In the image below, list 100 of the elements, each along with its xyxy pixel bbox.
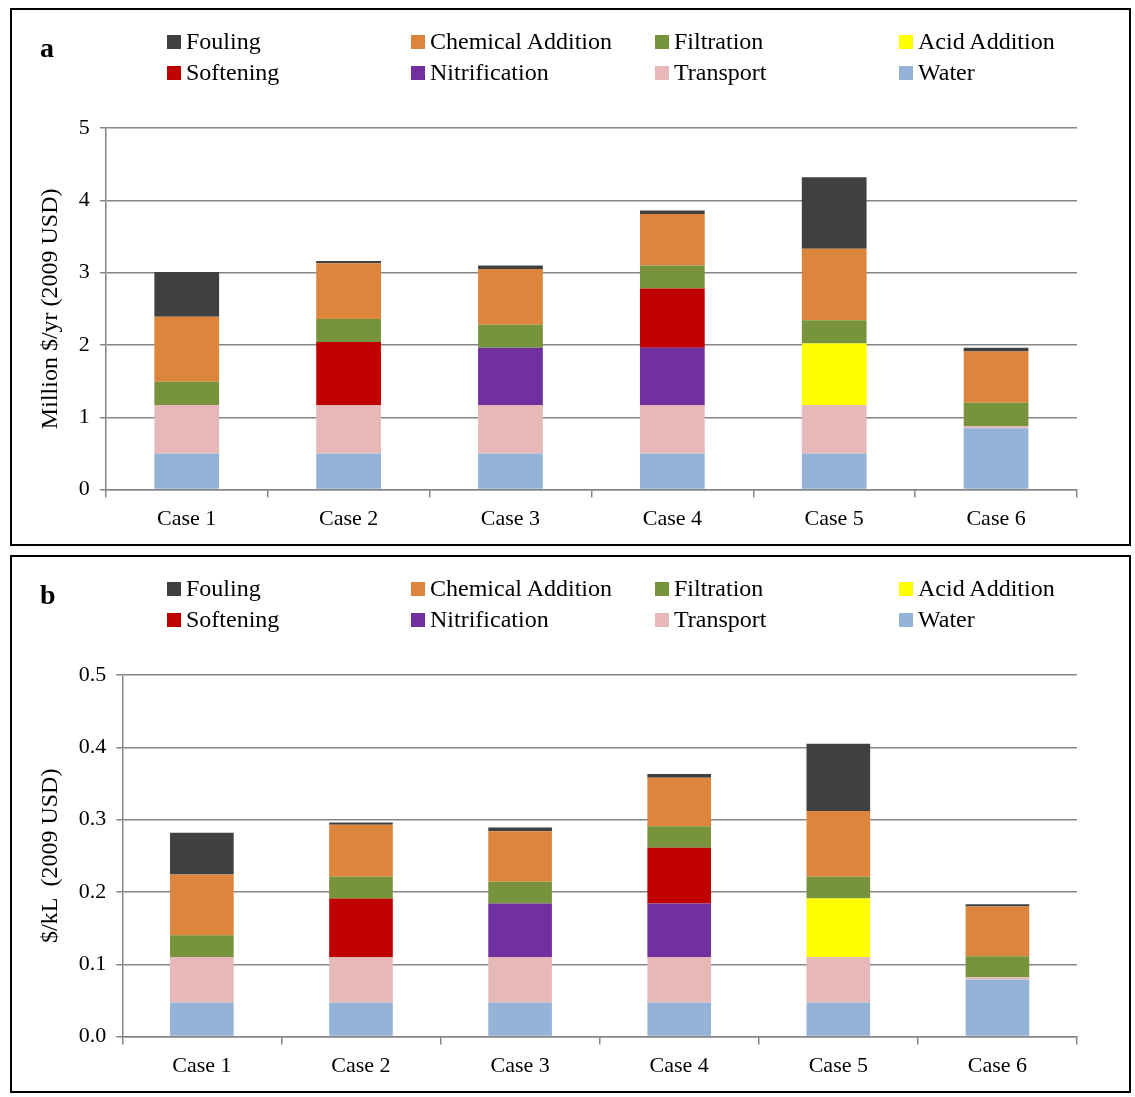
x-tick-label: Case 4	[642, 504, 702, 530]
legend-label: Chemical Addition	[430, 575, 612, 602]
bar	[647, 957, 712, 1003]
bar	[329, 822, 393, 825]
bar	[488, 957, 552, 1003]
x-tick-label: Case 2	[318, 504, 379, 530]
bar	[639, 265, 705, 289]
legend-label: Acid Addition	[918, 575, 1055, 602]
y-tick-label: 0	[78, 475, 90, 501]
x-tick-label: Case 6	[966, 504, 1026, 530]
legend-label: Nitrification	[430, 606, 549, 633]
bar	[488, 903, 552, 958]
bar	[963, 402, 1029, 426]
bar	[478, 404, 543, 454]
bar	[154, 381, 220, 405]
legend-label: Transport	[674, 606, 767, 633]
bar	[170, 874, 234, 936]
bar	[806, 1002, 871, 1036]
y-tick-label: 0.4	[78, 733, 107, 759]
bar	[329, 824, 393, 877]
bar	[154, 453, 220, 489]
bar	[801, 177, 867, 249]
legend-label: Softening	[186, 59, 280, 86]
bar	[647, 847, 712, 904]
x-tick-label: Case 2	[331, 1051, 391, 1077]
y-tick-label: 1	[78, 403, 90, 429]
legend-label: Softening	[186, 606, 280, 633]
bar	[639, 210, 705, 215]
legend-label: Water	[918, 606, 975, 633]
bar	[639, 404, 705, 454]
bar	[154, 316, 220, 382]
bar	[478, 453, 543, 489]
x-tick-label: Case 4	[649, 1051, 709, 1077]
bar	[154, 404, 220, 454]
chart-title: b	[40, 579, 56, 611]
legend-label: Transport	[674, 59, 767, 86]
legend-label: Filtration	[674, 28, 764, 55]
x-tick-label: Case 5	[804, 504, 864, 530]
bar	[639, 347, 705, 405]
y-tick-label: 2	[78, 330, 90, 356]
bar	[806, 810, 871, 877]
bar	[488, 1002, 552, 1036]
bar	[965, 979, 1030, 1036]
x-tick-label: Case 1	[157, 504, 217, 530]
bar	[329, 876, 393, 899]
legend-label: Water	[918, 59, 975, 86]
bar	[639, 288, 705, 348]
bar	[806, 743, 871, 811]
bar	[965, 906, 1030, 957]
bar	[963, 428, 1029, 489]
chart-title: a	[40, 32, 54, 64]
bar	[647, 903, 712, 958]
x-tick-label: Case 1	[172, 1051, 232, 1077]
bar	[488, 881, 552, 904]
bar	[647, 777, 712, 827]
legend-label: Fouling	[186, 575, 261, 602]
bar	[639, 214, 705, 266]
bar	[806, 957, 871, 1003]
x-tick-label: Case 5	[808, 1051, 868, 1077]
bar	[801, 343, 867, 405]
y-axis-title: $/kL (2009 USD)	[35, 768, 62, 944]
y-axis-title: Million $/yr (2009 USD)	[35, 188, 62, 430]
legend-label: Filtration	[674, 575, 764, 602]
x-tick-label: Case 3	[490, 1051, 550, 1077]
bar	[170, 832, 234, 875]
bar	[965, 977, 1030, 980]
legend-label: Nitrification	[430, 59, 549, 86]
legend-label: Fouling	[186, 28, 261, 55]
bar	[316, 261, 381, 264]
bar	[488, 831, 552, 882]
bar	[316, 318, 381, 343]
y-tick-label: 5	[78, 113, 90, 139]
bar	[639, 453, 705, 489]
y-tick-label: 0.5	[78, 660, 107, 686]
legend-label: Chemical Addition	[430, 28, 612, 55]
bar	[647, 826, 712, 848]
bar	[329, 1002, 393, 1036]
bar	[316, 404, 381, 454]
bar	[170, 957, 234, 1003]
bar	[806, 876, 871, 899]
y-tick-label: 0.3	[78, 805, 107, 831]
bar	[801, 248, 867, 321]
legend-label: Acid Addition	[918, 28, 1055, 55]
bar	[965, 904, 1030, 907]
bar	[316, 453, 381, 489]
y-tick-label: 0.0	[78, 1022, 107, 1048]
y-tick-label: 0.1	[78, 950, 107, 976]
bar	[801, 404, 867, 454]
y-tick-label: 3	[78, 258, 90, 284]
bar	[329, 898, 393, 958]
bar	[478, 347, 543, 405]
y-tick-label: 0.2	[78, 877, 107, 903]
bar	[478, 269, 543, 325]
bar	[478, 324, 543, 348]
bar	[801, 320, 867, 344]
y-tick-label: 4	[78, 186, 90, 212]
x-tick-label: Case 3	[480, 504, 541, 530]
bar	[647, 774, 712, 778]
bar	[478, 265, 543, 270]
bar	[154, 271, 220, 317]
